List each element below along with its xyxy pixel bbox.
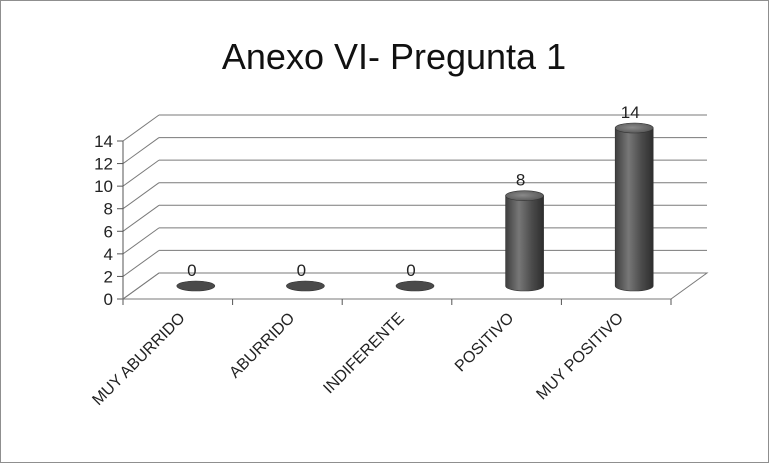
bar-zero-disc [286, 280, 325, 292]
left-wall-grid-line [122, 114, 160, 142]
x-category-label: ABURRIDO [226, 310, 298, 382]
bar [286, 280, 325, 292]
left-wall-grid-line [122, 227, 160, 255]
bar [395, 280, 435, 292]
data-label: 0 [187, 261, 196, 280]
bar [614, 122, 654, 292]
bar-body [614, 127, 654, 292]
axes [121, 141, 709, 305]
left-wall-grid-line [122, 159, 160, 187]
left-wall-grid-line [122, 182, 160, 210]
left-wall-grid-line [122, 250, 160, 277]
data-label: 8 [516, 171, 525, 190]
bar-body [505, 195, 544, 292]
data-label: 14 [621, 103, 640, 122]
floor [121, 272, 709, 300]
x-category-label: MUY POSITIVO [533, 310, 627, 404]
bars [176, 122, 654, 292]
y-tick-label: 6 [104, 222, 113, 241]
y-tick-label: 4 [104, 245, 113, 264]
left-wall-grid-line [122, 204, 160, 232]
data-label: 0 [297, 261, 306, 280]
data-label: 0 [406, 261, 415, 280]
x-category-label: INDIFERENTE [320, 310, 407, 397]
data-labels: 0 0 0 8 14 [187, 103, 640, 280]
bar-top [505, 190, 544, 202]
bar [505, 190, 544, 292]
bar-zero-disc [176, 280, 216, 292]
y-tick-label: 0 [104, 290, 113, 309]
bar-top [614, 122, 654, 134]
bar [176, 280, 216, 292]
y-tick-label: 10 [94, 177, 113, 196]
y-tick-label: 12 [94, 155, 113, 174]
y-tick-label: 14 [94, 132, 113, 151]
x-axis-category-labels: MUY ABURRIDO ABURRIDO INDIFERENTE POSITIVO M… [89, 310, 627, 409]
x-category-label: MUY ABURRIDO [89, 310, 188, 409]
chart-title: Anexo VI- Pregunta 1 [222, 36, 566, 77]
bar-zero-disc [395, 280, 435, 292]
y-axis-tick-labels: 0 2 4 6 8 10 12 14 [94, 132, 113, 309]
y-tick-label: 2 [104, 267, 113, 286]
y-tick-label: 8 [104, 200, 113, 219]
x-category-label: POSITIVO [452, 310, 517, 375]
left-wall-grid-line [122, 137, 160, 164]
